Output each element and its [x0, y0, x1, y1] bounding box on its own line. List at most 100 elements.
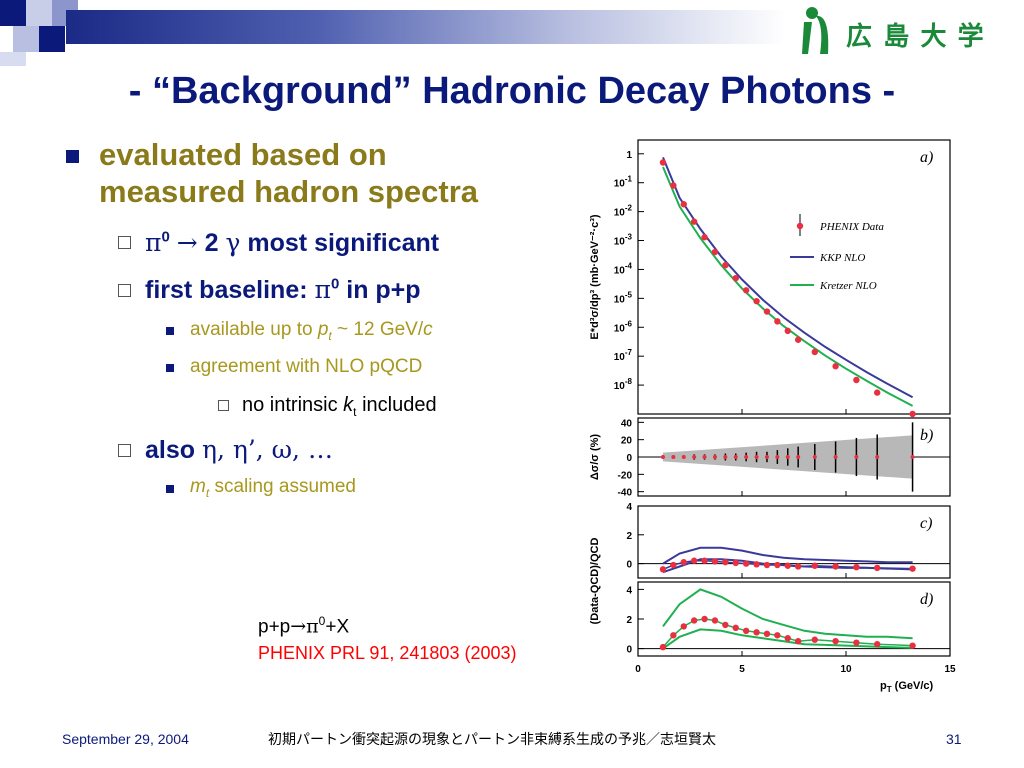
data-point [763, 561, 771, 569]
data-point [774, 318, 781, 325]
data-point [794, 563, 802, 570]
data-point [701, 234, 708, 241]
y-tick-label: 10-7 [614, 348, 633, 363]
data-point [811, 636, 818, 643]
panel-label: d) [920, 591, 933, 608]
bullet-pi0-decay: π0 → 2 γ most significant [145, 228, 440, 257]
data-point [832, 638, 839, 645]
panel-label: b) [920, 427, 933, 444]
data-point [744, 455, 749, 459]
data-point [774, 561, 781, 569]
y-tick-label: 40 [621, 418, 633, 429]
data-point [794, 336, 802, 343]
data-point [785, 455, 790, 459]
y-tick-label: 4 [626, 585, 632, 596]
data-point [909, 642, 916, 649]
data-point [774, 632, 781, 639]
data-point [732, 624, 739, 632]
bullet-level1: evaluated based on measured hadron spect… [99, 136, 478, 210]
y-tick-label: 1 [626, 150, 632, 161]
data-point [690, 617, 698, 624]
y-tick-label: -40 [618, 488, 633, 499]
bullet-mt-scaling: mt scaling assumed [190, 476, 356, 500]
data-point [753, 629, 760, 636]
data-point [832, 563, 839, 570]
data-point [701, 615, 708, 623]
reaction-caption: p+p→π0+X [258, 614, 350, 638]
y-tick-label: 10-4 [614, 261, 633, 276]
x-tick-label: 15 [944, 664, 956, 675]
y-tick-label: 0 [626, 560, 632, 571]
bullet-agreement-nlo: agreement with NLO pQCD [190, 356, 423, 377]
data-point [833, 455, 838, 459]
data-point [909, 565, 916, 572]
data-point [784, 327, 791, 335]
data-point [854, 455, 859, 459]
hollow-square-icon [118, 444, 131, 457]
bullet-small-square-icon [166, 364, 174, 372]
data-point [659, 643, 667, 651]
data-point [853, 564, 860, 571]
y-tick-label: 2 [626, 615, 632, 626]
logo-text: 広 島 大 学 [846, 21, 986, 51]
data-point [722, 558, 729, 566]
data-point [711, 248, 719, 256]
data-point [701, 557, 708, 564]
hiroshima-university-logo-icon [802, 7, 829, 54]
data-point [681, 455, 686, 459]
panel-frame-2 [637, 505, 951, 579]
y-tick-label: 10-6 [614, 319, 633, 334]
data-point [811, 348, 818, 356]
theory-curve [662, 588, 913, 640]
footer-date: September 29, 2004 [62, 731, 189, 747]
data-point [692, 455, 697, 459]
y-tick-label: 10-3 [614, 233, 633, 248]
theory-curve [662, 166, 914, 407]
x-axis-label: pT (GeV/c) [880, 680, 934, 694]
y-tick-label: -20 [618, 470, 633, 481]
y-tick-label: 0 [626, 453, 632, 464]
y-tick-label: 4 [626, 502, 632, 513]
data-point [784, 562, 791, 569]
data-point [680, 558, 687, 566]
data-point [784, 635, 791, 642]
page-number: 31 [946, 731, 962, 747]
data-point [670, 561, 677, 569]
data-point [670, 632, 677, 639]
data-point [812, 455, 817, 459]
y-axis-label: (Data-QCD)/QCD [589, 538, 601, 625]
data-point [732, 559, 739, 567]
data-point [796, 455, 801, 459]
y-tick-label: 10-8 [614, 377, 633, 392]
data-point [660, 455, 665, 459]
y-tick-label: 20 [621, 436, 633, 447]
data-point [742, 627, 750, 635]
data-point [910, 455, 915, 459]
data-point [712, 455, 717, 459]
university-logo: 広 島 大 学 [798, 4, 1018, 56]
footer-title: 初期パートン衝突起源の現象とパートン非束縛系生成の予兆／志垣賢太 [268, 731, 716, 747]
bullet-no-intrinsic-kt: no intrinsic kt included [242, 394, 437, 419]
data-point [723, 455, 728, 459]
hollow-square-icon [218, 400, 229, 411]
data-point [722, 262, 729, 269]
data-point [733, 455, 738, 459]
data-point [702, 455, 707, 459]
data-point [753, 561, 760, 568]
x-tick-label: 10 [840, 664, 852, 675]
data-point [874, 389, 881, 396]
data-point [853, 376, 860, 384]
bullet-small-square-icon [166, 327, 174, 335]
panel-frame-0 [637, 139, 951, 415]
hollow-square-icon [118, 236, 131, 249]
data-point [690, 557, 698, 564]
data-point [832, 363, 839, 370]
panel-label: a) [920, 149, 933, 166]
data-point [722, 621, 729, 629]
y-tick-label: 0 [626, 645, 632, 656]
bullet-available-up-to: available up to pt ~ 12 GeV/c [190, 319, 433, 343]
bullet-also-mesons: also η, η’, ω, … [145, 435, 333, 464]
data-point [811, 562, 818, 569]
y-axis-label: Δσ/σ (%) [589, 434, 601, 481]
y-tick-label: 10-2 [614, 204, 633, 219]
